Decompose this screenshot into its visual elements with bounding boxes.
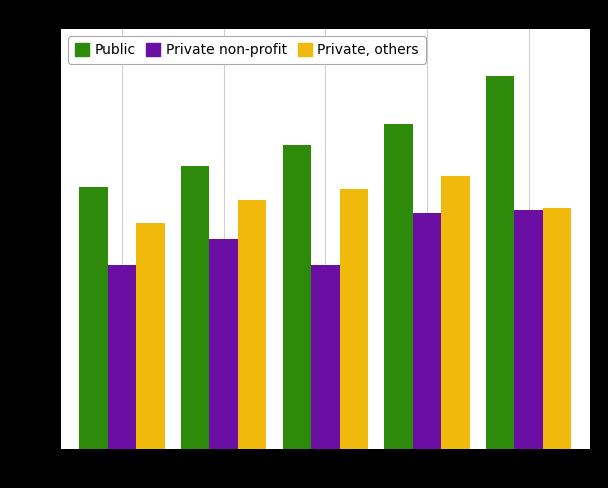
Bar — [79, 187, 108, 449]
Bar — [413, 213, 441, 449]
Legend: Public, Private non-profit, Private, others: Public, Private non-profit, Private, oth… — [67, 36, 426, 64]
Bar — [238, 200, 266, 449]
Bar — [486, 77, 514, 449]
Bar — [514, 210, 543, 449]
Bar — [209, 239, 238, 449]
Bar — [181, 165, 209, 449]
Bar — [339, 189, 368, 449]
Bar — [108, 265, 136, 449]
Bar — [441, 176, 470, 449]
Bar — [543, 208, 572, 449]
Bar — [311, 265, 339, 449]
Bar — [384, 124, 413, 449]
Bar — [283, 144, 311, 449]
Bar — [136, 224, 165, 449]
